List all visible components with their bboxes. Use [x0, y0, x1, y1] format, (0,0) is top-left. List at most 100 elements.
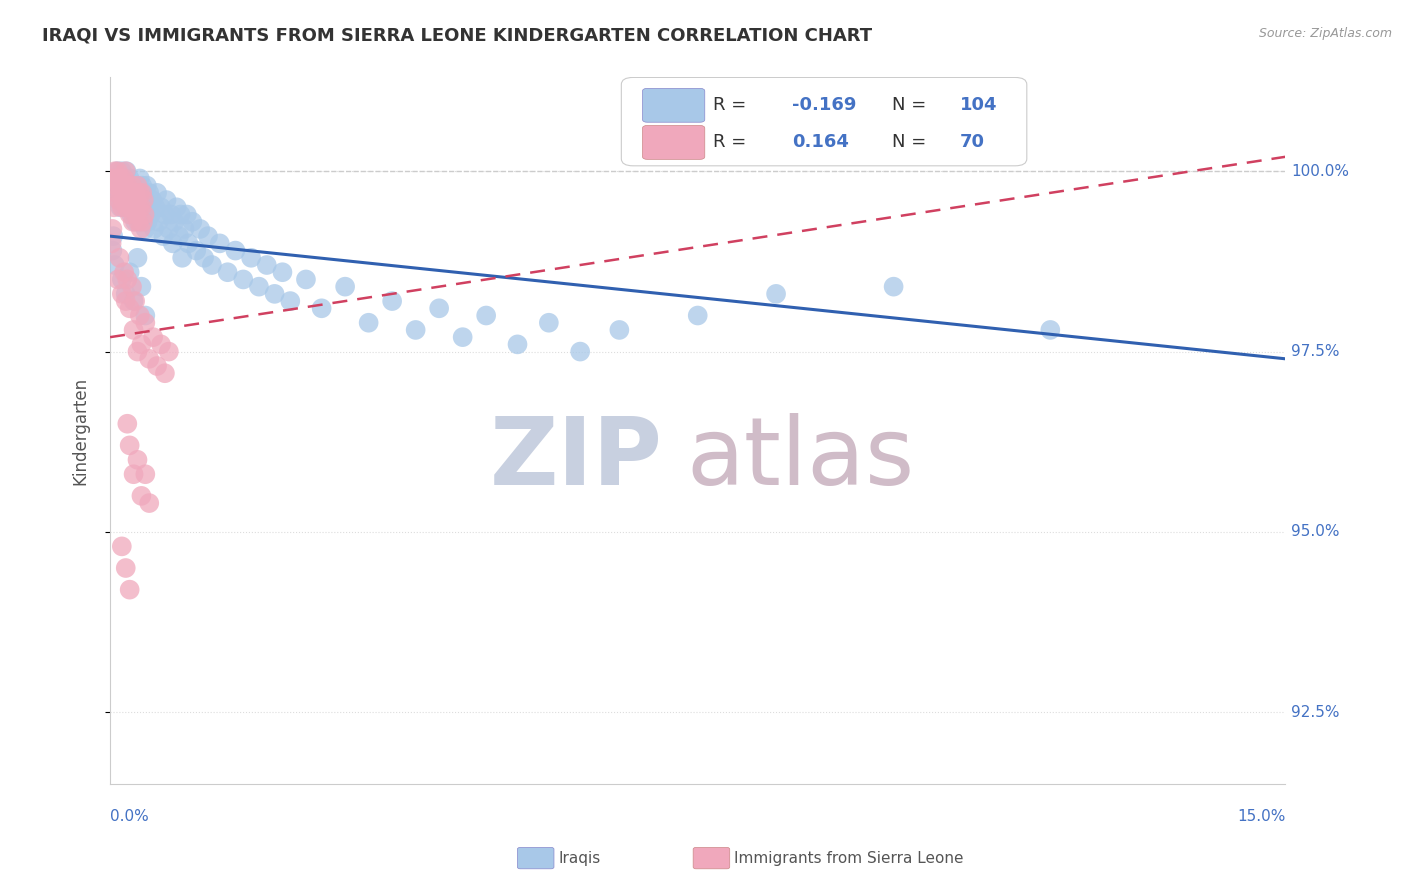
Point	[152, 229, 174, 244]
Point	[765, 286, 787, 301]
Y-axis label: Kindergarten: Kindergarten	[72, 377, 89, 485]
Point	[132, 186, 155, 200]
Text: -0.169: -0.169	[792, 96, 856, 114]
Point	[132, 215, 155, 229]
Point	[128, 200, 150, 214]
Point	[155, 193, 177, 207]
Point	[311, 301, 333, 316]
Point	[127, 178, 149, 193]
Point	[131, 489, 153, 503]
Point	[405, 323, 427, 337]
Point	[135, 193, 157, 207]
Point	[131, 200, 153, 214]
Point	[112, 193, 135, 207]
Point	[160, 207, 183, 221]
Text: R =: R =	[713, 134, 752, 152]
Point	[118, 171, 141, 186]
Point	[122, 193, 145, 207]
Point	[112, 171, 135, 186]
Point	[101, 244, 124, 258]
Point	[127, 452, 149, 467]
Point	[122, 200, 145, 214]
Point	[150, 337, 173, 351]
Point	[112, 265, 135, 279]
FancyBboxPatch shape	[643, 88, 704, 122]
Point	[193, 251, 215, 265]
Point	[111, 272, 134, 286]
Point	[240, 251, 263, 265]
FancyBboxPatch shape	[621, 78, 1026, 166]
Point	[150, 200, 173, 214]
Point	[114, 164, 136, 178]
Text: N =: N =	[891, 134, 932, 152]
Point	[381, 294, 404, 309]
Text: 92.5%: 92.5%	[1291, 705, 1340, 720]
Point	[208, 236, 231, 251]
Point	[111, 540, 134, 554]
Point	[131, 178, 153, 193]
Point	[114, 294, 136, 309]
Point	[451, 330, 474, 344]
Point	[118, 438, 141, 452]
Point	[127, 344, 149, 359]
Point	[104, 171, 127, 186]
Point	[186, 244, 208, 258]
Point	[138, 351, 160, 366]
Point	[118, 186, 141, 200]
Text: 104: 104	[960, 96, 997, 114]
Point	[118, 207, 141, 221]
Point	[142, 330, 165, 344]
Point	[125, 207, 148, 221]
Point	[263, 286, 285, 301]
Point	[146, 186, 169, 200]
Point	[124, 294, 146, 309]
Point	[111, 286, 134, 301]
Point	[112, 171, 135, 186]
Point	[609, 323, 631, 337]
Point	[103, 171, 125, 186]
Point	[172, 251, 194, 265]
Point	[131, 193, 153, 207]
Point	[138, 186, 160, 200]
Point	[104, 178, 127, 193]
Point	[132, 207, 155, 221]
Point	[103, 229, 125, 244]
Point	[134, 316, 156, 330]
Point	[135, 178, 157, 193]
Point	[153, 366, 176, 380]
Point	[569, 344, 592, 359]
Point	[117, 417, 139, 431]
Text: 0.164: 0.164	[792, 134, 849, 152]
Point	[127, 215, 149, 229]
Point	[117, 193, 139, 207]
Point	[121, 279, 143, 293]
Point	[117, 178, 139, 193]
Point	[232, 272, 254, 286]
Point	[120, 186, 142, 200]
Point	[112, 178, 135, 193]
Point	[162, 236, 184, 251]
Point	[118, 265, 141, 279]
Point	[127, 186, 149, 200]
Point	[128, 200, 150, 214]
Point	[124, 200, 146, 214]
Point	[333, 279, 356, 293]
Point	[110, 186, 132, 200]
Point	[145, 200, 167, 214]
Text: Source: ZipAtlas.com: Source: ZipAtlas.com	[1258, 27, 1392, 40]
Point	[114, 186, 136, 200]
Point	[256, 258, 278, 272]
Point	[100, 236, 122, 251]
Point	[357, 316, 380, 330]
Point	[118, 200, 141, 214]
Point	[110, 200, 132, 214]
Point	[124, 186, 146, 200]
Point	[107, 164, 129, 178]
Point	[120, 200, 142, 214]
Point	[114, 186, 136, 200]
Point	[138, 496, 160, 510]
Point	[108, 178, 131, 193]
Text: 70: 70	[960, 134, 984, 152]
Point	[107, 272, 129, 286]
Point	[105, 186, 128, 200]
